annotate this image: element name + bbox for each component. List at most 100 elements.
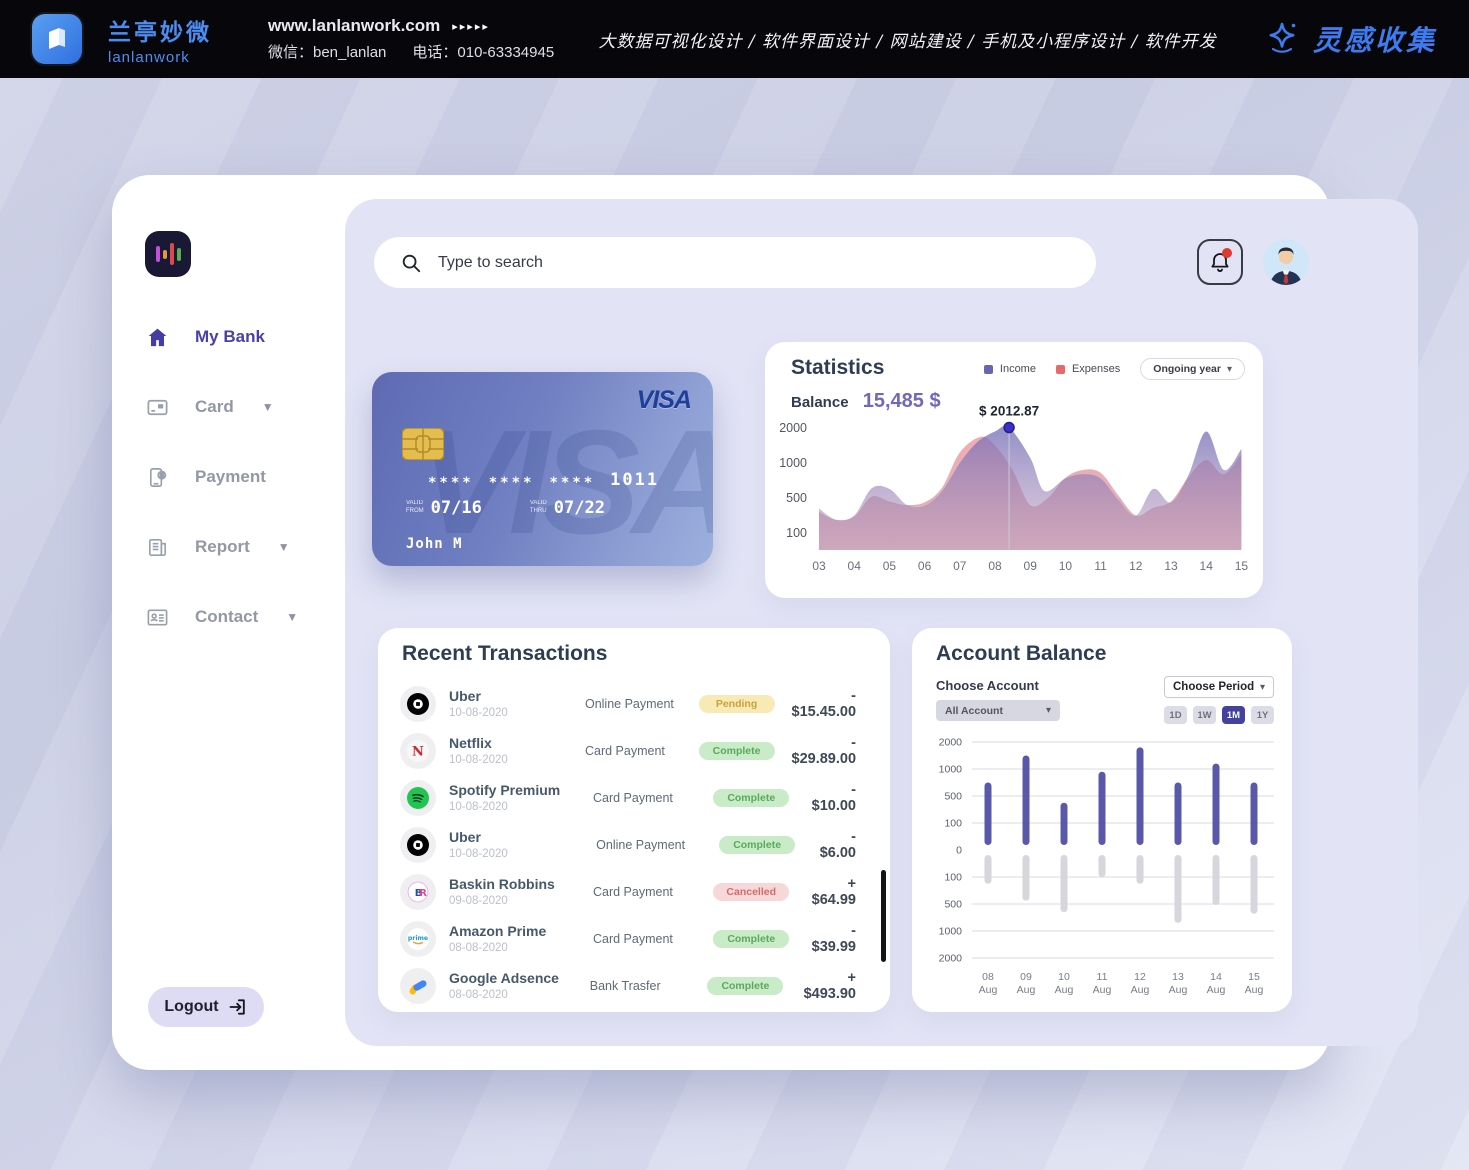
svg-text:1000: 1000 <box>939 926 963 938</box>
transaction-amount: - $29.89.00 <box>791 734 857 767</box>
transaction-amount: - $10.00 <box>811 781 856 814</box>
brand-chinese: 兰亭妙微 <box>108 18 212 45</box>
transaction-name: Google Adsence <box>449 970 559 986</box>
period-button-1w[interactable]: 1W <box>1193 706 1216 724</box>
search-bar[interactable] <box>374 237 1096 288</box>
lanlanwork-logo-icon <box>32 14 82 64</box>
search-icon <box>402 254 421 272</box>
brand-english: lanlanwork <box>108 48 190 66</box>
transaction-name: Netflix <box>449 735 492 751</box>
svg-text:1000: 1000 <box>779 456 807 470</box>
account-dropdown-value: All Account <box>945 704 1003 717</box>
transactions-list: Uber 10-08-2020 Online Payment Pending - $15… <box>378 680 890 1009</box>
sidebar-item-report[interactable]: Report ▼ <box>112 512 345 582</box>
transaction-amount: - $39.99 <box>811 922 856 955</box>
svg-text:14: 14 <box>1200 559 1214 573</box>
transaction-name: Baskin Robbins <box>449 876 555 892</box>
svg-text:13: 13 <box>1172 971 1184 983</box>
status-badge: Complete <box>698 742 775 760</box>
logout-button[interactable]: Logout <box>148 987 264 1027</box>
card-icon <box>145 395 169 419</box>
sidebar-item-card[interactable]: Card ▼ <box>112 372 345 442</box>
scrollbar[interactable] <box>881 870 886 962</box>
svg-text:1000: 1000 <box>939 764 963 776</box>
dashboard-window: My Bank Card ▼ $ Payment Report ▼ Contact ▼ Logo… <box>112 175 1418 1070</box>
account-dropdown[interactable]: All Account ▾ <box>936 700 1060 721</box>
account-balance-title: Account Balance <box>936 642 1107 665</box>
website-url[interactable]: www.lanlanwork.com <box>268 16 441 35</box>
notifications-button[interactable] <box>1197 239 1243 285</box>
statistics-card: Statistics Balance 15,485 $ Income Expens… <box>765 342 1263 598</box>
transaction-row[interactable]: Spotify Premium 10-08-2020 Card Payment Com… <box>378 774 890 821</box>
transaction-amount: - $6.00 <box>819 828 856 861</box>
period-button-1m[interactable]: 1M <box>1222 706 1245 724</box>
sidebar-item-label: Card <box>195 397 234 416</box>
avatar[interactable] <box>1263 239 1309 285</box>
choose-period-dropdown[interactable]: Choose Period ▾ <box>1164 676 1274 698</box>
svg-text:12: 12 <box>1134 971 1146 983</box>
transaction-type: Card Payment <box>592 884 673 899</box>
legend-label: Income <box>999 363 1036 375</box>
arrows-decoration: ▸▸▸▸▸ <box>452 20 490 33</box>
logout-label: Logout <box>164 998 219 1015</box>
legend-item-income: Income <box>983 363 1036 375</box>
svg-text:08: 08 <box>982 971 994 983</box>
brand-block: 兰亭妙微 lanlanwork <box>108 13 212 66</box>
app-logo-icon[interactable] <box>145 231 191 277</box>
period-button-1y[interactable]: 1Y <box>1251 706 1274 724</box>
transaction-row[interactable]: Uber 10-08-2020 Online Payment Pending - $15… <box>378 680 890 727</box>
transaction-row[interactable]: Google Adsence 08-08-2020 Bank Trasfer Comp… <box>378 962 890 1009</box>
transaction-type: Card Payment <box>592 790 673 805</box>
uber-icon <box>400 685 436 722</box>
valid-from-label: VALID FROM <box>406 500 424 514</box>
sidebar-item-payment[interactable]: $ Payment <box>112 442 345 512</box>
sidebar-item-my-bank[interactable]: My Bank <box>112 302 345 372</box>
sidebar-item-label: Payment <box>195 467 266 486</box>
transaction-date: 09-08-2020 <box>449 895 508 907</box>
inspiration-logo-text: 灵感收集 <box>1312 25 1437 56</box>
ongoing-year-selector[interactable]: Ongoing year ▾ <box>1140 358 1245 380</box>
svg-text:100: 100 <box>786 526 807 540</box>
transaction-amount: + $64.99 <box>811 875 856 908</box>
svg-text:R: R <box>419 888 427 899</box>
transaction-name: Amazon Prime <box>449 923 547 939</box>
chevron-down-icon: ▾ <box>1045 705 1051 716</box>
logout-icon <box>229 999 245 1015</box>
sidebar-item-label: Contact <box>195 607 259 626</box>
transaction-name: Spotify Premium <box>449 782 561 798</box>
contact-block: www.lanlanwork.com ▸▸▸▸▸ 微信：ben_lanlan 电… <box>268 16 554 62</box>
svg-text:04: 04 <box>848 559 862 573</box>
transaction-date: 08-08-2020 <box>449 989 508 1001</box>
statistics-title: Statistics <box>791 356 885 379</box>
inspiration-logo: 灵感收集 <box>1261 18 1437 60</box>
chart-legend: Income Expenses Ongoing year ▾ <box>983 358 1245 380</box>
svg-text:2000: 2000 <box>939 953 963 965</box>
transaction-type: Bank Trasfer <box>589 978 661 993</box>
chevron-down-icon: ▾ <box>1259 681 1265 693</box>
period-button-1d[interactable]: 1D <box>1164 706 1187 724</box>
transaction-row[interactable]: B R Baskin Robbins 09-08-2020 Card Payment Ca… <box>378 868 890 915</box>
transaction-row[interactable]: N Netflix 10-08-2020 Card Payment Complete - … <box>378 727 890 774</box>
choose-account-label: Choose Account <box>936 678 1039 693</box>
svg-text:0: 0 <box>956 845 962 857</box>
card-chip-icon <box>401 427 445 465</box>
svg-text:Aug: Aug <box>1169 984 1188 996</box>
phone-number: 电话：010-63334945 <box>412 44 555 61</box>
transaction-row[interactable]: prime Amazon Prime 08-08-2020 Card Payment C… <box>378 915 890 962</box>
svg-text:07: 07 <box>953 559 967 573</box>
transaction-date: 10-08-2020 <box>449 848 508 860</box>
sidebar-item-label: Report <box>195 537 250 556</box>
transaction-name: Uber <box>449 688 481 704</box>
legend-swatch <box>1055 364 1065 374</box>
transaction-row[interactable]: Uber 10-08-2020 Online Payment Complete - $6… <box>378 821 890 868</box>
svg-text:06: 06 <box>918 559 932 573</box>
google-adsense-icon <box>400 967 436 1004</box>
sidebar-item-contact[interactable]: Contact ▼ <box>112 582 345 652</box>
svg-text:Aug: Aug <box>979 984 998 996</box>
transaction-date: 10-08-2020 <box>449 707 508 719</box>
svg-text:13: 13 <box>1164 559 1178 573</box>
search-input[interactable] <box>438 253 1058 272</box>
report-icon <box>145 535 169 559</box>
transactions-title: Recent Transactions <box>402 642 608 665</box>
